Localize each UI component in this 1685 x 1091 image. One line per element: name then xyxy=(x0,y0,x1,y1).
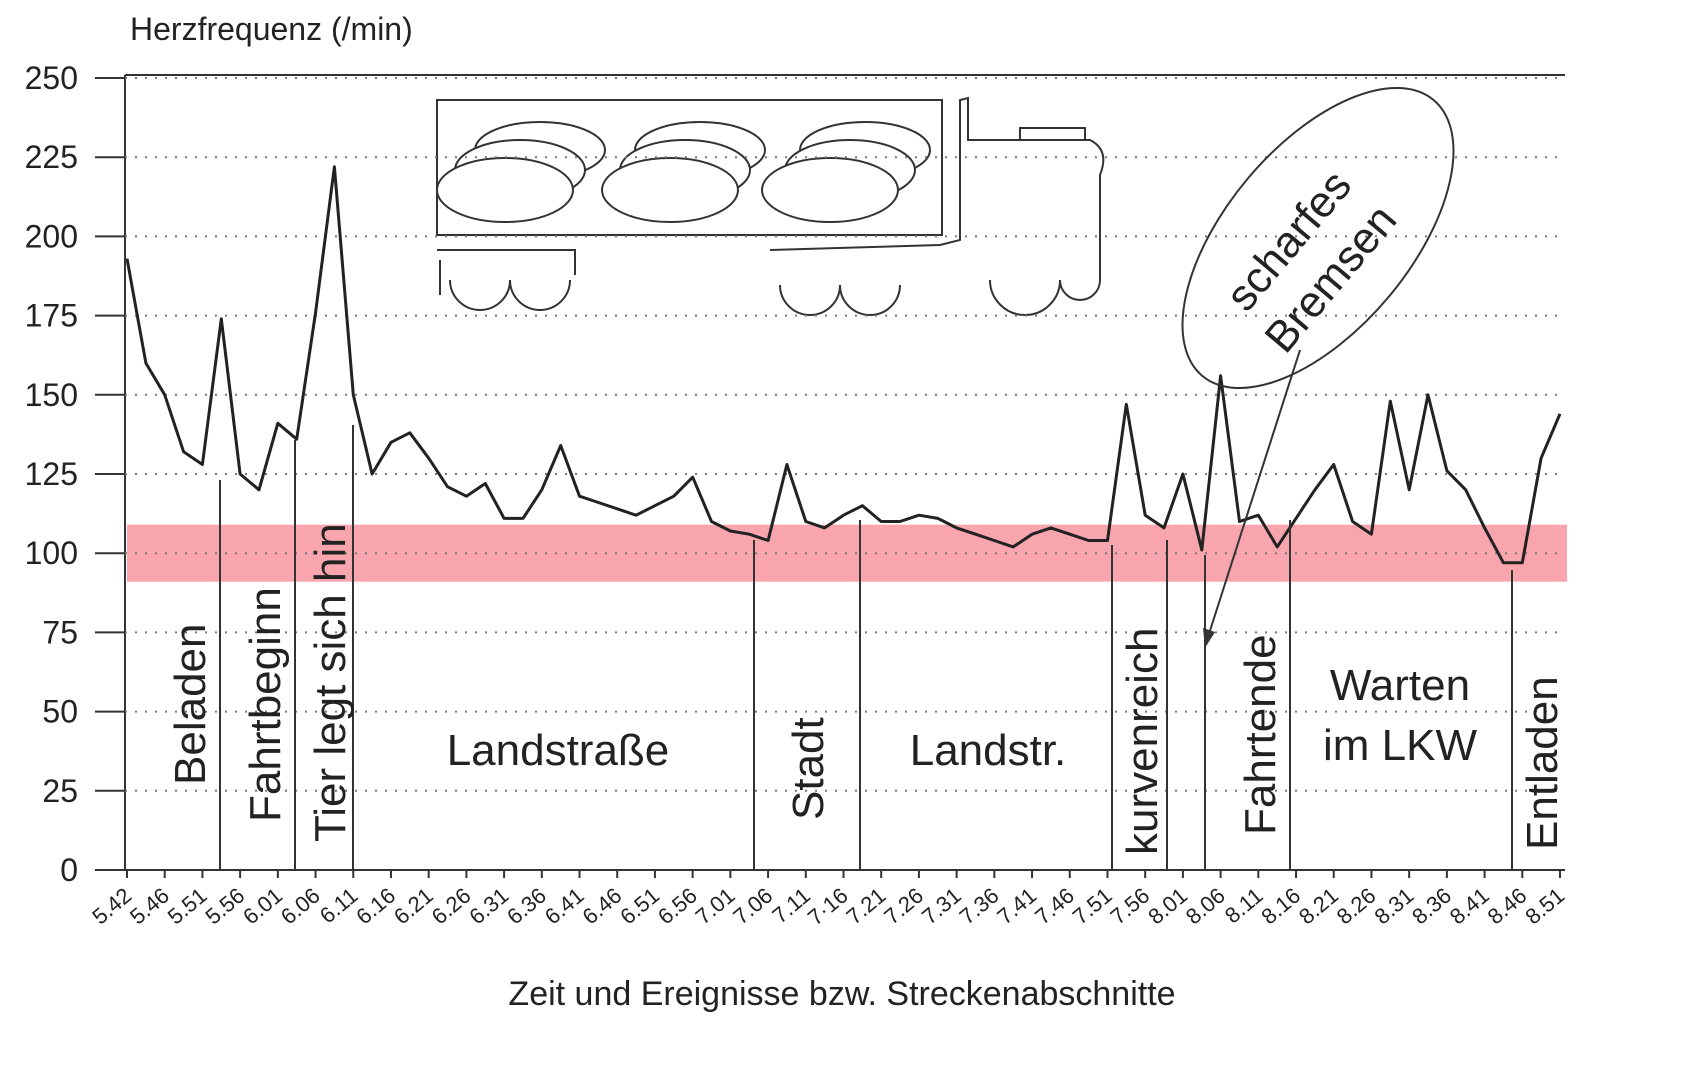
segment-label: Beladen xyxy=(166,624,215,785)
segment-label: Tier legt sich hin xyxy=(306,523,355,842)
segment-label: kurvenreich xyxy=(1118,628,1167,855)
truck-illustration xyxy=(436,96,1105,316)
y-axis-title: Herzfrequenz (/min) xyxy=(130,11,413,47)
annotation-ellipse xyxy=(1181,86,1455,390)
segment-label: Fahrtende xyxy=(1236,634,1285,835)
x-tick-label: 8.11 xyxy=(1220,883,1268,929)
x-tick-label: 6.11 xyxy=(315,883,363,929)
y-tick-label: 25 xyxy=(42,773,78,809)
segment-label: im LKW xyxy=(1323,721,1477,770)
segment-label: Landstraße xyxy=(447,726,670,775)
y-tick-label: 175 xyxy=(25,298,78,334)
segment-label: Fahrtbeginn xyxy=(241,587,290,822)
y-tick-label: 150 xyxy=(25,377,78,413)
y-tick-label: 50 xyxy=(42,694,78,730)
annotation-arrowhead xyxy=(1203,628,1215,648)
y-tick-label: 75 xyxy=(42,614,78,650)
x-tick-label: 8.51 xyxy=(1520,883,1569,930)
segment-label: Entladen xyxy=(1518,676,1567,850)
y-tick-label: 100 xyxy=(25,535,78,571)
annotation-arrow xyxy=(1206,349,1301,641)
y-tick-label: 200 xyxy=(25,218,78,254)
segment-label: Warten xyxy=(1330,661,1470,710)
x-axis-title: Zeit und Ereignisse bzw. Streckenabschni… xyxy=(508,975,1175,1013)
x-tick-label: 7.11 xyxy=(767,883,815,929)
y-tick-label: 225 xyxy=(25,139,78,175)
segment-label: Landstr. xyxy=(910,726,1067,775)
y-tick-label: 0 xyxy=(60,852,78,888)
segment-label: Stadt xyxy=(784,717,833,820)
heart-rate-line xyxy=(125,165,1562,565)
y-tick-label: 125 xyxy=(25,456,78,492)
y-tick-label: 250 xyxy=(25,60,78,96)
